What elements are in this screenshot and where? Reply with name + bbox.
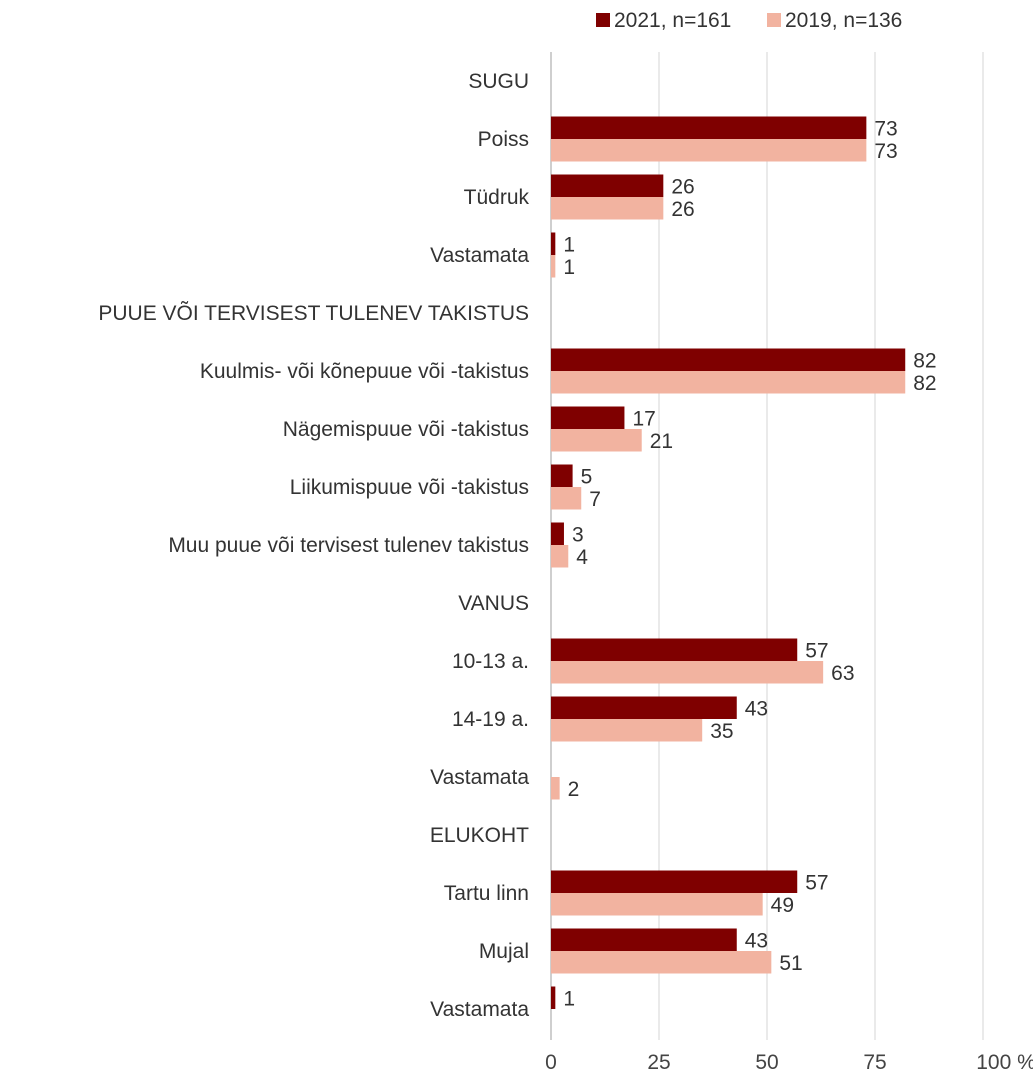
group-header-vanus: VANUS xyxy=(458,592,529,615)
data-label: 3 xyxy=(572,523,584,546)
data-label: 73 xyxy=(874,117,897,140)
data-label: 43 xyxy=(745,697,768,720)
x-axis-ticks: 0 25 50 75 100 % xyxy=(545,1051,1033,1074)
category-vastamata: Vastamata 1 xyxy=(430,987,575,1022)
category-14-19-a: 14-19 a. 43 35 xyxy=(452,697,768,743)
data-label: 82 xyxy=(913,372,936,395)
category-label: Nägemispuue või -takistus xyxy=(283,418,529,441)
data-label: 4 xyxy=(576,546,588,569)
bar-2021-n-161 xyxy=(551,465,573,488)
x-tick-label-0: 0 xyxy=(545,1051,557,1074)
category-label: Liikumispuue või -takistus xyxy=(290,476,529,499)
data-label: 26 xyxy=(671,175,694,198)
bar-2021-n-161 xyxy=(551,523,564,546)
group-header-label: VANUS xyxy=(458,592,529,615)
data-label: 82 xyxy=(913,349,936,372)
category-label: Tüdruk xyxy=(464,186,530,209)
category-label: 14-19 a. xyxy=(452,708,529,731)
group-header-label: SUGU xyxy=(468,70,529,93)
data-label: 49 xyxy=(771,894,794,917)
category-mujal: Mujal 43 51 xyxy=(479,929,803,975)
data-label: 21 xyxy=(650,430,673,453)
data-label: 1 xyxy=(563,256,575,279)
legend-label-1: 2019, n=136 xyxy=(785,9,902,32)
group-header-puue-voi-tervisest-tulenev-takistus: PUUE VÕI TERVISEST TULENEV TAKISTUS xyxy=(98,301,529,325)
data-label: 26 xyxy=(671,198,694,221)
x-tick-label-50: 50 xyxy=(755,1051,778,1074)
data-label: 17 xyxy=(632,407,655,430)
bar-2021-n-161 xyxy=(551,639,797,662)
category-label: Mujal xyxy=(479,940,529,963)
legend: 2021, n=161 2019, n=136 xyxy=(596,9,902,32)
category-vastamata: Vastamata 2 xyxy=(430,766,579,801)
data-label: 43 xyxy=(745,929,768,952)
bar-2021-n-161 xyxy=(551,407,624,430)
data-label: 35 xyxy=(710,720,733,743)
data-label: 57 xyxy=(805,639,828,662)
data-label: 2 xyxy=(568,778,580,801)
data-label: 7 xyxy=(589,488,601,511)
bar-2021-n-161 xyxy=(551,697,737,720)
category-label: Vastamata xyxy=(430,998,529,1021)
category-label: 10-13 a. xyxy=(452,650,529,673)
bar-2019-n-136 xyxy=(551,487,581,510)
bar-2019-n-136 xyxy=(551,719,702,742)
category-label: Muu puue või tervisest tulenev takistus xyxy=(168,534,529,557)
x-tick-label-25: 25 xyxy=(647,1051,670,1074)
category-liikumispuue-voi-takistus: Liikumispuue või -takistus 57 xyxy=(290,465,601,511)
category-muu-puue-voi-tervisest-tulenev-takistus: Muu puue või tervisest tulenev takistus 3… xyxy=(168,523,588,569)
bar-2019-n-136 xyxy=(551,429,642,452)
bar-2019-n-136 xyxy=(551,661,823,684)
bar-2019-n-136 xyxy=(551,255,555,278)
category-label: Tartu linn xyxy=(444,882,529,905)
category-label: Vastamata xyxy=(430,766,529,789)
data-label: 5 xyxy=(581,465,593,488)
bar-2019-n-136 xyxy=(551,371,905,394)
group-header-label: PUUE VÕI TERVISEST TULENEV TAKISTUS xyxy=(98,301,529,325)
x-tick-label-100: 100 % xyxy=(976,1051,1033,1074)
x-tick-label-75: 75 xyxy=(863,1051,886,1074)
bar-2019-n-136 xyxy=(551,139,866,162)
group-header-sugu: SUGU xyxy=(468,70,529,93)
legend-swatch-0 xyxy=(596,13,610,27)
category-label: Kuulmis- või kõnepuue või -takistus xyxy=(200,360,529,383)
data-label: 51 xyxy=(779,952,802,975)
legend-label-0: 2021, n=161 xyxy=(614,9,731,32)
bar-2019-n-136 xyxy=(551,777,560,800)
data-label: 73 xyxy=(874,140,897,163)
x-axis-unit: % xyxy=(1011,1051,1033,1074)
category-tartu-linn: Tartu linn 57 49 xyxy=(444,871,829,917)
bar-2019-n-136 xyxy=(551,893,763,916)
bar-2019-n-136 xyxy=(551,951,771,974)
bar-2021-n-161 xyxy=(551,871,797,894)
bar-2019-n-136 xyxy=(551,545,568,568)
category-label: Poiss xyxy=(478,128,529,151)
bar-2021-n-161 xyxy=(551,929,737,952)
group-header-label: ELUKOHT xyxy=(430,824,529,847)
group-header-elukoht: ELUKOHT xyxy=(430,824,529,847)
data-label: 57 xyxy=(805,871,828,894)
bar-2021-n-161 xyxy=(551,233,555,256)
bar-2021-n-161 xyxy=(551,349,905,372)
legend-swatch-1 xyxy=(767,13,781,27)
data-label: 63 xyxy=(831,662,854,685)
bar-2021-n-161 xyxy=(551,117,866,140)
data-label: 1 xyxy=(563,987,575,1010)
bar-2019-n-136 xyxy=(551,197,663,220)
category-vastamata: Vastamata 11 xyxy=(430,233,575,279)
category-label: Vastamata xyxy=(430,244,529,267)
bar-2021-n-161 xyxy=(551,987,555,1010)
bar-2021-n-161 xyxy=(551,175,663,198)
data-label: 1 xyxy=(563,233,575,256)
